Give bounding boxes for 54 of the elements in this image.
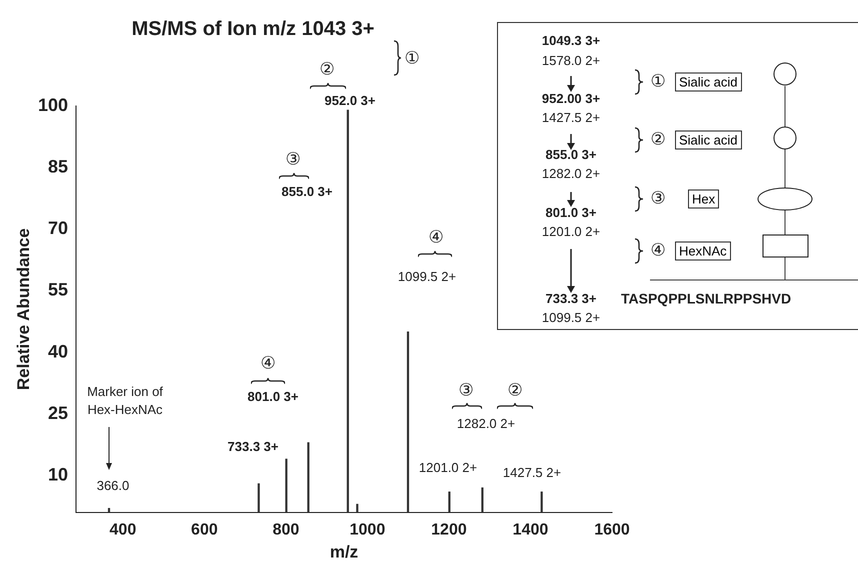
annotation: 1427.5 2+	[502, 464, 562, 480]
annotation: 952.00 3+	[542, 90, 600, 106]
annotation: 801.0 3+	[248, 388, 298, 404]
text: HexNAc	[675, 242, 731, 260]
x-tick-label: 800	[272, 521, 300, 538]
x-tick-label: 1200	[431, 521, 467, 538]
x-axis-title: m/z	[330, 542, 358, 562]
annotation: 855.0 3+	[546, 146, 596, 162]
annotation: 1201.0 2+	[542, 224, 600, 240]
annotation: 1099.5 2+	[542, 310, 600, 326]
annotation: 733.3 3+	[546, 290, 596, 306]
y-tick-label: 25	[48, 402, 68, 423]
text: ②	[650, 130, 666, 150]
annotation: 1201.0 2+	[418, 460, 478, 476]
text: ④	[650, 240, 666, 260]
y-tick-label: 40	[48, 341, 68, 362]
x-tick-label: 1600	[594, 521, 630, 538]
text: ②	[320, 60, 334, 80]
text: ①	[404, 48, 420, 68]
annotation: ③	[286, 150, 300, 170]
x-tick-label: 400	[110, 521, 136, 538]
x-tick-label: 1000	[350, 521, 386, 538]
y-tick-label: 70	[48, 218, 68, 238]
annotation: 801.0 3+	[546, 204, 596, 220]
text: Hex	[688, 190, 720, 208]
text: 1578.0 2+	[542, 52, 600, 68]
annotation: 733.3 3+	[228, 438, 278, 454]
y-tick-label: 85	[48, 156, 68, 177]
x-tick-label: 600	[191, 521, 218, 538]
chart-title: MS/MS of Ion m/z 1043 3+	[132, 18, 374, 40]
annotation: Hex-HexNAc	[87, 402, 163, 418]
y-tick-label: 10	[48, 464, 68, 484]
annotation: ③	[458, 380, 474, 400]
text: 1049.3 3+	[542, 32, 600, 48]
annotation: 1282.0 2+	[542, 166, 600, 182]
x-tick-label: 1400	[512, 521, 548, 538]
annotation: 1282.0 2+	[456, 416, 516, 432]
annotation: 855.0 3+	[282, 184, 332, 200]
y-axis-title: Relative Abundance	[14, 228, 33, 390]
text: TASPQPPLSNLRPPSHVD	[621, 290, 792, 307]
text: Sialic acid	[675, 72, 742, 92]
y-tick-label: 55	[48, 280, 68, 300]
text: Sialic acid	[675, 130, 742, 150]
annotation: 366.0	[96, 478, 130, 494]
text: ①	[650, 72, 666, 92]
annotation: 952.0 3+	[324, 92, 376, 108]
annotation: ②	[508, 380, 522, 400]
annotation: Marker ion of	[87, 384, 163, 400]
annotation: ④	[260, 354, 276, 374]
annotation: ④	[428, 228, 444, 248]
annotation: 1099.5 2+	[398, 268, 456, 284]
annotation: 1427.5 2+	[542, 110, 600, 126]
text: ③	[650, 188, 666, 208]
y-tick-label: 100	[38, 94, 68, 115]
